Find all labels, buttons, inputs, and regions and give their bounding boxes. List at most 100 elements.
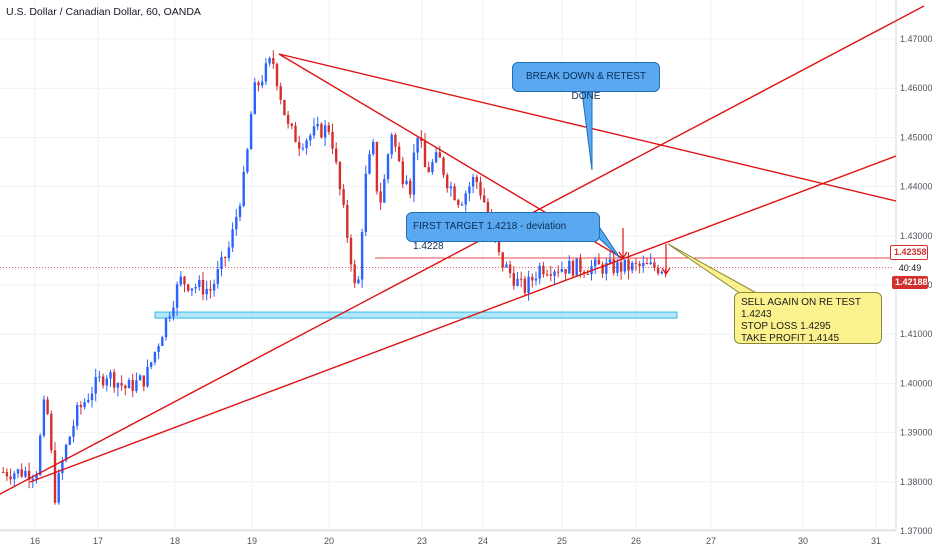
candle-down [120, 383, 123, 386]
candle-up [360, 232, 364, 280]
candle-down [46, 399, 49, 414]
candle-up [301, 148, 305, 150]
steep-ascending-trendline[interactable] [0, 5, 925, 495]
candle-down [564, 269, 567, 274]
candle-up [216, 268, 219, 284]
candle-up [42, 399, 46, 436]
grid [0, 0, 896, 532]
candle-up [431, 162, 434, 173]
candle-up [631, 262, 634, 271]
candle-down [457, 200, 460, 206]
candle-up [127, 380, 131, 389]
y-tick-label: 1.46000 [900, 83, 932, 93]
candle-down [571, 260, 575, 276]
candle-up [172, 307, 175, 317]
candle-up [305, 140, 308, 149]
candle-down [423, 141, 427, 168]
candle-down [290, 123, 293, 126]
candle-down [446, 175, 449, 189]
candle-up [534, 278, 538, 281]
candle-up [146, 366, 149, 387]
first-target-text: FIRST TARGET 1.4218 - deviation 1.4228 [413, 221, 567, 252]
candle-down [656, 267, 660, 274]
candle-down [342, 189, 345, 205]
candle-down [523, 278, 527, 294]
x-tick-label: 26 [631, 536, 641, 546]
ascending-trendline[interactable] [29, 155, 897, 483]
candle-down [113, 372, 116, 388]
candle-up [505, 264, 508, 268]
x-tick-label: 30 [798, 536, 808, 546]
candle-up [175, 284, 179, 308]
candle-up [464, 193, 467, 205]
candle-down [531, 276, 534, 281]
candle-down [27, 470, 31, 480]
first-target-callout[interactable]: FIRST TARGET 1.4218 - deviation 1.4228 [406, 212, 600, 252]
candle-up [568, 260, 571, 274]
bar-countdown-tag: 40:49 [892, 262, 928, 275]
candle-down [601, 264, 604, 274]
candle-up [198, 279, 201, 288]
candle-down [545, 274, 549, 276]
x-tick-label: 25 [557, 536, 567, 546]
candle-up [468, 186, 471, 194]
candle-down [586, 273, 589, 275]
candle-up [312, 126, 316, 136]
candle-down [427, 167, 430, 173]
candle-up [227, 247, 231, 258]
candle-up [105, 378, 108, 386]
candle-up [116, 383, 120, 388]
candle-down [142, 375, 145, 387]
candle-up [253, 82, 256, 115]
candle-down [497, 238, 501, 253]
candle-down [549, 274, 552, 276]
candle-up [64, 444, 68, 461]
break-down-callout[interactable]: BREAK DOWN & RETEST DONE [512, 62, 660, 102]
candle-up [660, 271, 663, 274]
candle-down [512, 273, 515, 286]
candle-up [412, 152, 416, 195]
take-profit-line: TAKE PROFIT 1.4145 [741, 333, 840, 344]
x-tick-label: 17 [93, 536, 103, 546]
y-tick-label: 1.44000 [900, 182, 932, 192]
candle-down [479, 182, 482, 196]
candle-down [508, 264, 512, 274]
x-tick-label: 19 [247, 536, 257, 546]
candle-down [320, 123, 323, 138]
candle-down [279, 86, 282, 100]
candle-up [212, 283, 216, 291]
candle-up [323, 125, 327, 138]
candle-down [612, 259, 615, 273]
candle-down [475, 176, 478, 183]
candle-up [61, 460, 64, 474]
candle-down [619, 262, 623, 272]
candle-up [249, 114, 253, 150]
candle-up [642, 262, 645, 267]
candle-up [235, 216, 238, 230]
candle-up [608, 259, 612, 263]
x-tick-label: 24 [478, 536, 488, 546]
candle-up [98, 376, 101, 378]
candle-down [201, 279, 205, 295]
candle-up [416, 137, 419, 153]
candle-down [131, 380, 134, 391]
candle-up [527, 276, 530, 294]
candle-up [357, 279, 360, 284]
candle-up [153, 351, 157, 363]
candle-up [205, 288, 208, 295]
candle-down [338, 162, 342, 190]
y-tick-label: 1.37000 [900, 526, 932, 536]
candle-up [57, 473, 60, 503]
candle-down [20, 469, 23, 477]
candle-up [72, 425, 75, 437]
candle-down [579, 258, 582, 272]
down-arrow-head [661, 267, 671, 276]
candle-down [501, 252, 504, 268]
candle-down [645, 262, 649, 265]
sell-plan-callout[interactable]: SELL AGAIN ON RE TEST 1.4243 STOP LOSS 1… [734, 292, 882, 344]
candle-down [638, 263, 641, 267]
candle-up [87, 400, 90, 403]
candle-up [434, 152, 438, 163]
candle-up [150, 362, 153, 367]
